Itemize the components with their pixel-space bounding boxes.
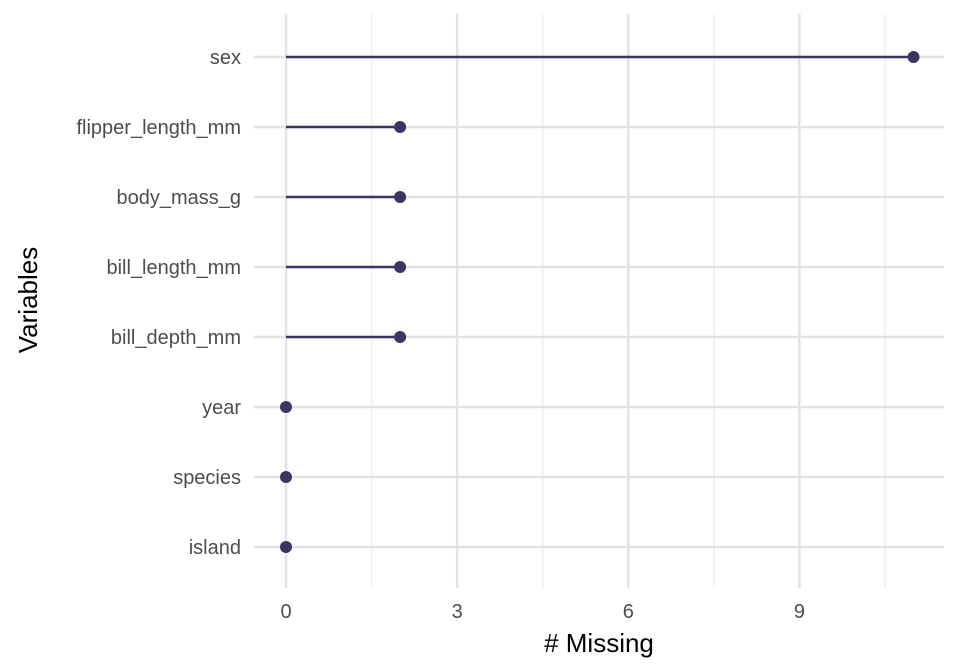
lollipop-point: [394, 121, 407, 133]
y-tick-label: bill_depth_mm: [111, 327, 241, 349]
y-tick-label: flipper_length_mm: [76, 117, 241, 139]
lollipop-point: [280, 401, 292, 413]
y-tick-label: sex: [210, 47, 241, 69]
y-axis-title: Variables: [13, 247, 43, 353]
y-tick-label: bill_length_mm: [106, 257, 241, 279]
lollipop-point: [394, 331, 407, 343]
x-axis-ticks: 0 3 6 9: [280, 601, 805, 623]
lollipop-point: [394, 191, 407, 203]
y-tick-label: year: [202, 397, 241, 419]
y-tick-label: body_mass_g: [116, 187, 241, 209]
y-tick-label: island: [189, 537, 241, 559]
lollipop-marks: [280, 51, 920, 553]
y-tick-label: species: [173, 467, 241, 489]
lollipop-point: [280, 471, 292, 483]
y-axis-labels: sex flipper_length_mm body_mass_g bill_leng…: [76, 47, 241, 559]
grid-lines: [254, 14, 944, 588]
x-tick-label: 3: [452, 601, 463, 623]
lollipop-point: [280, 541, 292, 553]
lollipop-point: [394, 261, 407, 273]
x-tick-label: 0: [280, 601, 291, 623]
x-tick-label: 6: [623, 601, 634, 623]
x-axis-title: # Missing: [544, 628, 654, 658]
lollipop-point: [907, 51, 920, 63]
x-tick-label: 9: [794, 601, 805, 623]
